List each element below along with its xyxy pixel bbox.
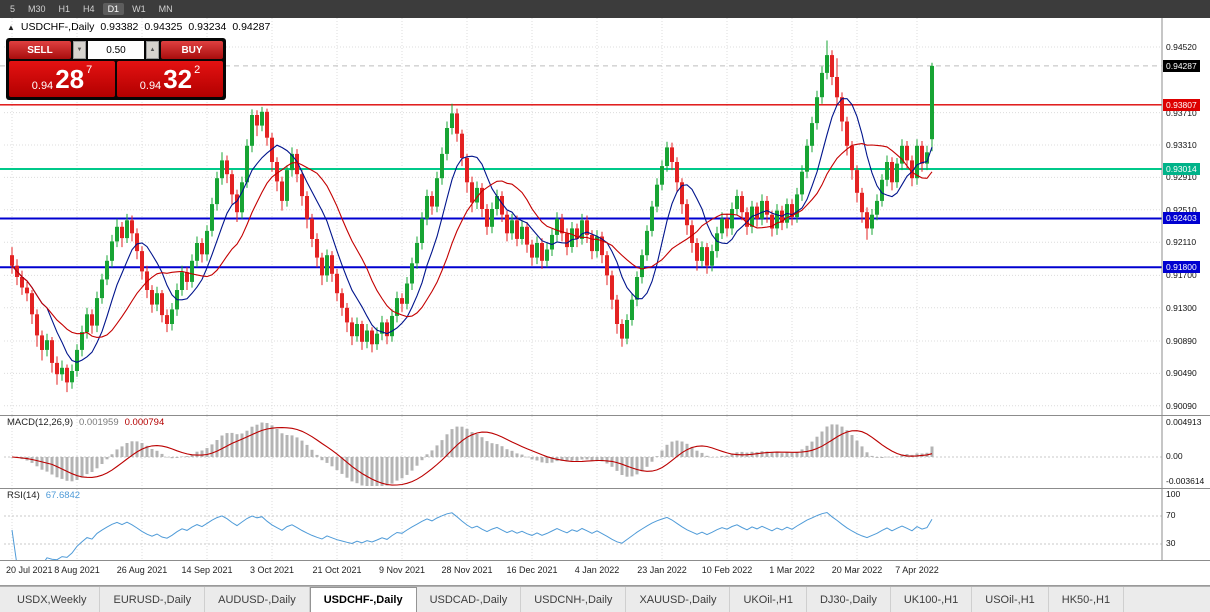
tab-hk50-h1[interactable]: HK50-,H1	[1049, 587, 1125, 612]
chart-window: ▲ USDCHF-,Daily 0.93382 0.94325 0.93234 …	[0, 18, 1210, 586]
volume-input[interactable]: 0.50	[88, 41, 144, 59]
date-axis	[0, 560, 1210, 586]
timeframe-toolbar: 5 M30 H1 H4 D1 W1 MN	[0, 0, 1210, 18]
rsi-name: RSI(14)	[7, 490, 40, 501]
one-click-trading-panel: SELL ▼ 0.50 ▲ BUY 0.94 28 7 0.94 32 2	[6, 38, 226, 100]
tab-usdchf-daily[interactable]: USDCHF-,Daily	[309, 587, 417, 612]
one-click-panel-toggle-icon[interactable]: ▲	[7, 22, 15, 32]
macd-signal-value: 0.000794	[124, 417, 165, 428]
tab-eurusd-daily[interactable]: EURUSD-,Daily	[100, 587, 206, 612]
macd-indicator-label: MACD(12,26,9) 0.001959 0.000794	[7, 417, 164, 428]
symbol-label: USDCHF-,Daily	[20, 21, 95, 33]
high-value: 0.94325	[144, 21, 183, 33]
sell-price-prefix: 0.94	[31, 80, 54, 92]
tab-ukoil-h1[interactable]: UKOil-,H1	[730, 587, 807, 612]
buy-price-display[interactable]: 0.94 32 2	[117, 61, 223, 97]
tab-usdcnh-daily[interactable]: USDCNH-,Daily	[521, 587, 627, 612]
buy-price-big: 32	[163, 64, 193, 94]
timeframe-m30[interactable]: M30	[28, 4, 46, 14]
macd-main-value: 0.001959	[79, 417, 119, 428]
close-value: 0.94287	[232, 21, 271, 33]
volume-decrease-button[interactable]: ▼	[73, 41, 86, 59]
rsi-indicator-label: RSI(14) 67.6842	[7, 490, 80, 501]
tab-usdx-weekly[interactable]: USDX,Weekly	[4, 587, 101, 612]
sell-price-pip: 7	[86, 64, 93, 76]
timeframe-5[interactable]: 5	[10, 4, 16, 14]
buy-price-pip: 2	[194, 64, 201, 76]
timeframe-mn[interactable]: MN	[158, 4, 173, 14]
sell-button[interactable]: SELL	[9, 41, 71, 59]
low-value: 0.93234	[188, 21, 227, 33]
tab-usdcad-daily[interactable]: USDCAD-,Daily	[417, 587, 522, 612]
tab-audusd-daily[interactable]: AUDUSD-,Daily	[205, 587, 310, 612]
volume-increase-button[interactable]: ▲	[146, 41, 159, 59]
buy-price-prefix: 0.94	[139, 80, 162, 92]
timeframe-w1[interactable]: W1	[132, 4, 146, 14]
rsi-value: 67.6842	[45, 490, 81, 501]
main-chart-canvas[interactable]	[0, 18, 1210, 415]
tab-uk100-h1[interactable]: UK100-,H1	[891, 587, 973, 612]
buy-button[interactable]: BUY	[161, 41, 223, 59]
macd-name: MACD(12,26,9)	[7, 417, 73, 428]
chart-tab-bar: USDX,Weekly EURUSD-,Daily AUDUSD-,Daily USD…	[0, 586, 1210, 612]
rsi-indicator-canvas[interactable]	[0, 488, 1210, 560]
chart-header: ▲ USDCHF-,Daily 0.93382 0.94325 0.93234 …	[7, 21, 270, 33]
sell-price-display[interactable]: 0.94 28 7	[9, 61, 115, 97]
macd-indicator-canvas[interactable]	[0, 415, 1210, 488]
timeframe-h4[interactable]: H4	[83, 4, 95, 14]
timeframe-d1[interactable]: D1	[102, 3, 125, 15]
tab-xauusd-daily[interactable]: XAUUSD-,Daily	[626, 587, 731, 612]
tab-dj30-daily[interactable]: DJ30-,Daily	[807, 587, 891, 612]
tab-usoil-h1[interactable]: USOil-,H1	[972, 587, 1049, 612]
sell-price-big: 28	[55, 64, 85, 94]
timeframe-h1[interactable]: H1	[58, 4, 71, 14]
open-value: 0.93382	[100, 21, 139, 33]
